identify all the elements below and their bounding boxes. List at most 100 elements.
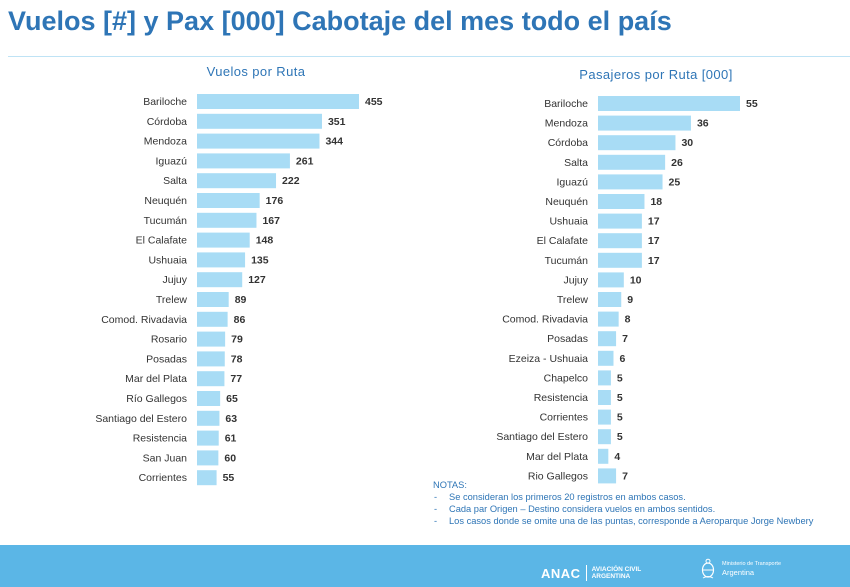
value-label: 30 xyxy=(681,137,693,149)
category-label: Posadas xyxy=(146,353,187,365)
category-label: San Juan xyxy=(143,452,188,464)
value-label: 79 xyxy=(231,334,243,346)
category-label: Trelew xyxy=(156,294,188,306)
bar xyxy=(598,115,691,131)
note-item: Los casos donde se omite una de las punt… xyxy=(433,515,848,527)
value-label: 86 xyxy=(234,314,246,326)
bar xyxy=(598,96,740,111)
bar xyxy=(598,233,642,249)
bar xyxy=(197,311,228,327)
category-label: Mendoza xyxy=(545,118,588,130)
bar xyxy=(197,232,250,248)
category-label: Rio Gallegos xyxy=(528,470,588,482)
value-label: 10 xyxy=(630,274,642,286)
category-label: Comod. Rivadavia xyxy=(101,314,187,326)
bar xyxy=(598,370,611,386)
value-label: 6 xyxy=(619,353,625,365)
page-title: Vuelos [#] y Pax [000] Cabotaje del mes … xyxy=(8,6,672,36)
chart-title: Vuelos por Ruta xyxy=(207,64,306,79)
bar xyxy=(598,174,663,190)
value-label: 63 xyxy=(225,413,237,425)
value-label: 78 xyxy=(231,353,243,365)
value-label: 8 xyxy=(625,314,631,326)
category-label: Río Gallegos xyxy=(126,393,187,405)
bar xyxy=(197,173,277,189)
category-label: Resistencia xyxy=(133,433,187,445)
ministry-logo: Ministerio de Transporte Argentina xyxy=(700,558,781,580)
value-label: 4 xyxy=(614,451,620,463)
value-label: 5 xyxy=(617,372,623,384)
category-label: Tucumán xyxy=(545,255,589,267)
bar xyxy=(598,350,614,366)
category-label: Chapelco xyxy=(544,372,589,384)
category-label: Mar del Plata xyxy=(125,373,187,385)
value-label: 89 xyxy=(235,294,247,306)
category-label: Comod. Rivadavia xyxy=(502,314,588,326)
value-label: 77 xyxy=(230,373,242,385)
value-label: 7 xyxy=(622,333,628,345)
category-label: Corrientes xyxy=(139,472,187,484)
value-label: 261 xyxy=(296,155,314,167)
category-label: Bariloche xyxy=(143,96,187,108)
category-label: Mendoza xyxy=(144,136,187,148)
value-label: 5 xyxy=(617,392,623,404)
value-label: 344 xyxy=(325,136,343,148)
bar xyxy=(197,371,225,387)
bar xyxy=(598,252,642,268)
anac-subtitle-line2: ARGENTINA xyxy=(591,573,631,580)
bar xyxy=(598,292,622,307)
bar xyxy=(598,448,609,464)
value-label: 18 xyxy=(650,196,662,208)
category-label: Corrientes xyxy=(540,412,588,424)
value-label: 455 xyxy=(365,96,383,108)
category-label: Tucumán xyxy=(144,215,188,227)
anac-subtitle: AVIACIÓN CIVIL ARGENTINA xyxy=(592,566,642,580)
anac-wordmark: ANAC xyxy=(541,565,581,581)
bar xyxy=(598,468,617,484)
category-label: Posadas xyxy=(547,333,588,345)
bar xyxy=(197,94,359,109)
category-label: Iguazú xyxy=(155,155,187,167)
category-label: Córdoba xyxy=(548,137,588,149)
anac-subtitle-line1: AVIACIÓN CIVIL xyxy=(591,566,642,573)
bar xyxy=(197,212,257,228)
bar xyxy=(197,470,217,486)
bar xyxy=(598,331,617,347)
value-label: 17 xyxy=(648,235,660,247)
bar xyxy=(197,153,290,169)
category-label: Bariloche xyxy=(544,98,588,110)
value-label: 55 xyxy=(223,472,235,484)
value-label: 17 xyxy=(648,255,660,267)
value-label: 7 xyxy=(622,470,628,482)
category-label: Salta xyxy=(163,175,187,187)
value-label: 222 xyxy=(282,175,300,187)
ministry-name: Ministerio de Transporte xyxy=(722,561,781,567)
value-label: 61 xyxy=(225,433,237,445)
bar xyxy=(598,213,642,229)
bar xyxy=(197,430,219,446)
category-label: Neuquén xyxy=(144,195,187,207)
category-label: Trelew xyxy=(557,294,589,306)
value-label: 65 xyxy=(226,393,238,405)
category-label: Mar del Plata xyxy=(526,451,588,463)
value-label: 60 xyxy=(224,452,236,464)
value-label: 5 xyxy=(617,431,623,443)
value-label: 176 xyxy=(266,195,284,207)
category-label: Jujuy xyxy=(162,274,187,286)
ministry-country: Argentina xyxy=(722,568,755,577)
notes-list: Se consideran los primeros 20 registros … xyxy=(433,491,848,527)
category-label: Santiago del Estero xyxy=(95,413,187,425)
value-label: 148 xyxy=(256,235,274,247)
value-label: 25 xyxy=(669,176,681,188)
bar xyxy=(197,133,320,149)
value-label: 135 xyxy=(251,254,269,266)
anac-logo: ANAC AVIACIÓN CIVIL ARGENTINA xyxy=(541,565,641,581)
bar xyxy=(197,292,229,307)
category-label: El Calafate xyxy=(136,235,188,247)
chart-title: Pasajeros por Ruta [000] xyxy=(579,67,732,82)
bar xyxy=(598,272,624,288)
note-item: Cada par Origen – Destino considera vuel… xyxy=(433,503,848,515)
bar xyxy=(598,135,676,151)
value-label: 26 xyxy=(671,157,683,169)
